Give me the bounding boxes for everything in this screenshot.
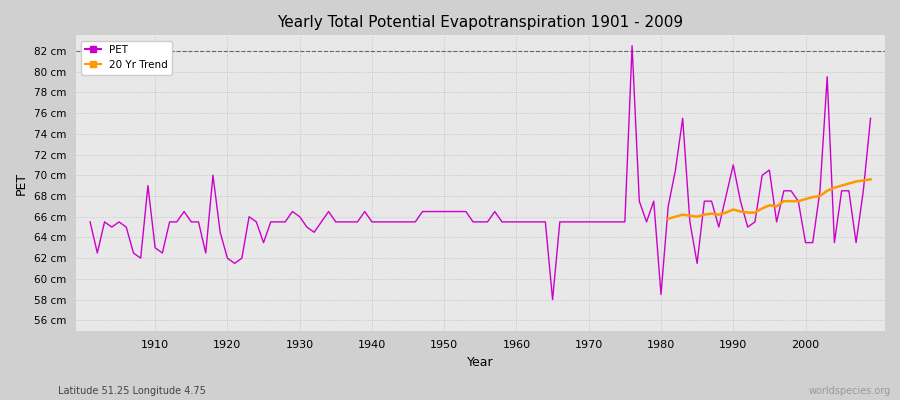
Text: Latitude 51.25 Longitude 4.75: Latitude 51.25 Longitude 4.75 bbox=[58, 386, 206, 396]
X-axis label: Year: Year bbox=[467, 356, 493, 369]
Legend: PET, 20 Yr Trend: PET, 20 Yr Trend bbox=[81, 40, 172, 74]
Title: Yearly Total Potential Evapotranspiration 1901 - 2009: Yearly Total Potential Evapotranspiratio… bbox=[277, 15, 683, 30]
Y-axis label: PET: PET bbox=[15, 172, 28, 194]
Text: worldspecies.org: worldspecies.org bbox=[809, 386, 891, 396]
